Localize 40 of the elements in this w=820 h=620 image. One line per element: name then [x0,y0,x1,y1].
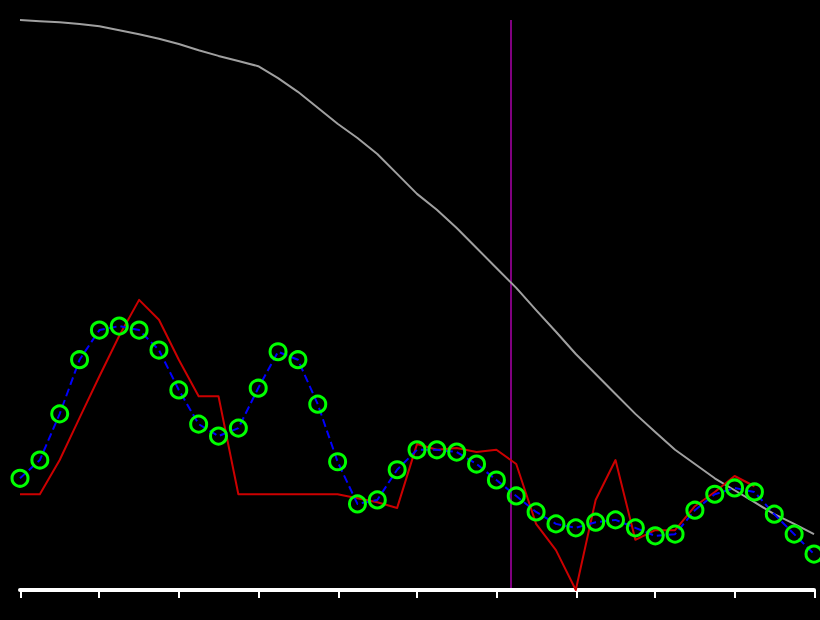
point [665,524,685,544]
point [784,524,804,544]
point [149,340,169,360]
point [625,518,645,538]
point [268,342,288,362]
point [546,514,566,534]
point [129,320,149,340]
point [70,350,90,370]
point [407,440,427,460]
point [308,394,328,414]
point [328,452,348,472]
point [744,482,764,502]
point [586,512,606,532]
point [109,316,129,336]
point [89,320,109,340]
point [606,510,625,530]
point [189,414,209,434]
point [288,350,308,370]
point [10,468,30,488]
point [526,502,546,522]
point [50,404,70,424]
point [467,454,487,474]
point [506,486,526,506]
point [725,478,745,498]
point [685,500,705,520]
point [645,526,665,546]
point [486,470,506,490]
point [427,440,447,460]
point [347,494,367,514]
point [387,460,407,480]
point [764,504,784,524]
point [228,418,248,438]
point [566,518,586,538]
point [367,490,387,510]
point [447,442,467,462]
point [169,380,189,400]
point [30,450,50,470]
point [705,484,725,504]
point [209,426,228,446]
point [248,378,268,398]
